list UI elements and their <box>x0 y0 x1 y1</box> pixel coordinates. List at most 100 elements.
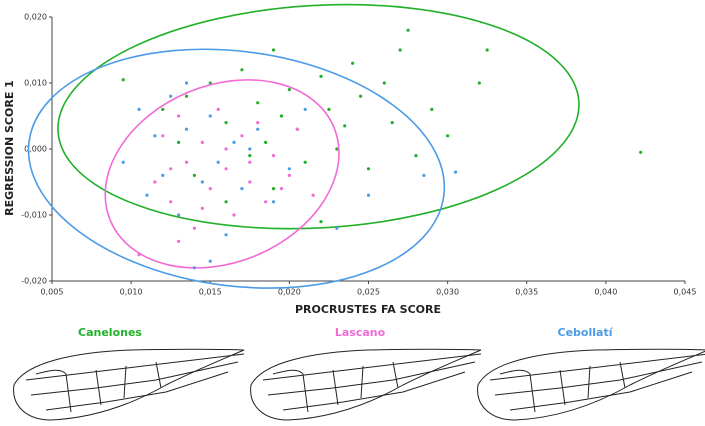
scatter-point <box>351 62 354 65</box>
y-tick-label: 0,020 <box>24 13 47 22</box>
scatter-point <box>137 253 140 256</box>
scatter-point <box>185 128 188 131</box>
scatter-point <box>383 81 386 84</box>
scatter-point <box>232 213 235 216</box>
x-tick-label: 0,020 <box>278 288 301 297</box>
scatter-point <box>193 174 196 177</box>
scatter-point <box>185 81 188 84</box>
scatter-point <box>122 161 125 164</box>
scatter-point <box>240 68 243 71</box>
legend-label: Cebollatí <box>558 326 614 339</box>
scatter-point <box>264 141 267 144</box>
scatter-point <box>177 240 180 243</box>
scatter-point <box>367 194 370 197</box>
y-tick-label: 0,000 <box>24 145 47 154</box>
scatter-point <box>201 180 204 183</box>
scatter-point <box>335 227 338 230</box>
scatter-point <box>217 108 220 111</box>
scatter-point <box>224 147 227 150</box>
scatter-point <box>304 161 307 164</box>
scatter-point <box>122 78 125 81</box>
scatter-point <box>169 95 172 98</box>
scatter-point <box>201 207 204 210</box>
scatter-point <box>639 151 642 154</box>
wing-diagram <box>478 349 705 420</box>
scatter-point <box>272 187 275 190</box>
scatter-point <box>280 187 283 190</box>
scatter-point <box>359 95 362 98</box>
scatter-point <box>280 114 283 117</box>
scatter-point <box>312 194 315 197</box>
scatter-point <box>177 114 180 117</box>
scatter-point <box>256 101 259 104</box>
scatter-point <box>169 167 172 170</box>
scatter-point <box>446 134 449 137</box>
scatter-point <box>414 154 417 157</box>
scatter-point <box>422 174 425 177</box>
scatter-point <box>256 121 259 124</box>
scatter-point <box>478 81 481 84</box>
scatter-point <box>209 187 212 190</box>
y-axis-title: REGRESSION SCORE 1 <box>3 80 16 216</box>
scatter-point <box>327 108 330 111</box>
scatter-point <box>240 134 243 137</box>
scatter-point <box>248 161 251 164</box>
y-tick-label: -0,020 <box>21 277 47 286</box>
scatter-point <box>224 200 227 203</box>
x-tick-label: 0,045 <box>674 288 697 297</box>
scatter-point <box>193 227 196 230</box>
scatter-point <box>406 29 409 32</box>
y-tick-label: -0,010 <box>21 211 47 220</box>
scatter-point <box>272 48 275 51</box>
x-tick-label: 0,025 <box>357 288 380 297</box>
scatter-point <box>288 174 291 177</box>
scatter-point <box>248 147 251 150</box>
scatter-point <box>454 171 457 174</box>
scatter-point <box>224 121 227 124</box>
scatter-point <box>248 180 251 183</box>
scatter-point <box>224 233 227 236</box>
scatter-point <box>137 108 140 111</box>
scatter-point <box>256 128 259 131</box>
scatter-point <box>224 167 227 170</box>
y-tick-label: 0,010 <box>24 79 47 88</box>
scatter-point <box>240 187 243 190</box>
chart: PROCRUSTES FA SCORE REGRESSION SCORE 1 -… <box>0 0 705 426</box>
scatter-point <box>145 194 148 197</box>
scatter-point <box>367 167 370 170</box>
scatter-point <box>264 200 267 203</box>
scatter-point <box>161 108 164 111</box>
legend-label: Lascano <box>335 326 386 339</box>
scatter-point <box>343 124 346 127</box>
x-tick-label: 0,030 <box>436 288 459 297</box>
scatter-point <box>177 141 180 144</box>
scatter-point <box>319 75 322 78</box>
scatter-point <box>232 141 235 144</box>
x-tick-label: 0,005 <box>41 288 64 297</box>
scatter-point <box>335 147 338 150</box>
wing-diagram <box>14 349 244 420</box>
confidence-ellipse <box>76 46 368 302</box>
scatter-point <box>209 260 212 263</box>
scatter-point <box>248 154 251 157</box>
x-axis-title: PROCRUSTES FA SCORE <box>295 303 441 316</box>
scatter-point <box>391 121 394 124</box>
scatter-point <box>486 48 489 51</box>
scatter-point <box>304 108 307 111</box>
x-tick-label: 0,035 <box>515 288 538 297</box>
scatter-point <box>288 167 291 170</box>
scatter-point <box>430 108 433 111</box>
scatter-point <box>153 180 156 183</box>
x-tick-label: 0,015 <box>199 288 222 297</box>
scatter-point <box>153 134 156 137</box>
scatter-point <box>288 88 291 91</box>
scatter-point <box>177 213 180 216</box>
legend-label: Canelones <box>78 326 142 339</box>
scatter-point <box>193 266 196 269</box>
scatter-point <box>201 141 204 144</box>
scatter-point <box>185 161 188 164</box>
scatter-point <box>209 114 212 117</box>
x-tick-label: 0,040 <box>594 288 617 297</box>
scatter-point <box>272 200 275 203</box>
confidence-ellipse <box>52 0 585 242</box>
